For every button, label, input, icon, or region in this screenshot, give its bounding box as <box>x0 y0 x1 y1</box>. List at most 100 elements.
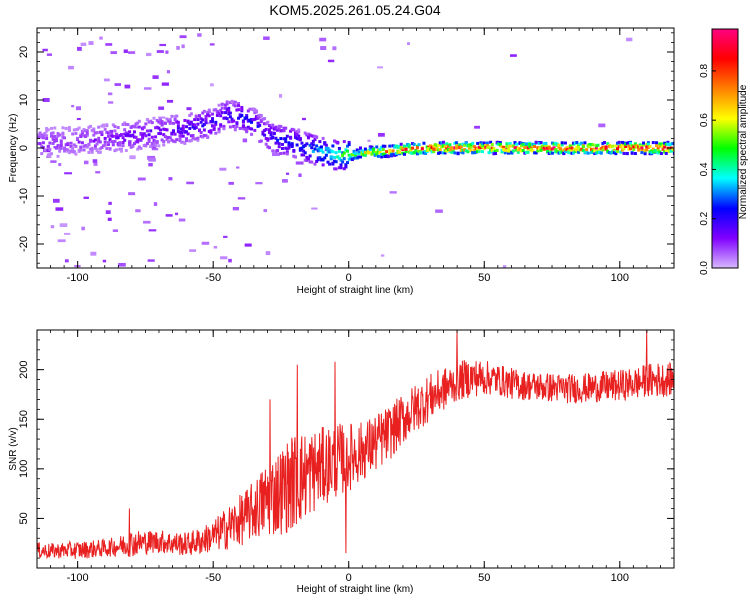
heatmap-cell <box>214 120 218 124</box>
heatmap-cell <box>440 141 444 145</box>
heatmap-cell <box>446 148 450 152</box>
heatmap-cell <box>212 124 216 128</box>
heatmap-cell <box>627 141 631 145</box>
heatmap-cell <box>87 150 91 154</box>
heatmap-cell <box>54 137 58 141</box>
heatmap-cell <box>549 150 553 154</box>
heatmap-cell <box>155 125 159 129</box>
heatmap-cell <box>241 120 245 124</box>
heatmap-cell <box>655 149 659 153</box>
heatmap-cell <box>151 148 159 151</box>
heatmap-cell <box>469 143 473 147</box>
heatmap-cell <box>650 151 654 155</box>
heatmap-cell <box>619 150 623 154</box>
heatmap-cell <box>298 147 302 151</box>
heatmap-cell <box>320 46 327 51</box>
heatmap-cell <box>245 130 249 134</box>
heatmap-cell <box>79 148 83 152</box>
heatmap-cell <box>412 142 416 146</box>
heatmap-cell <box>516 150 520 154</box>
heatmap-cell <box>363 147 367 151</box>
heatmap-cell <box>43 131 47 135</box>
heatmap-cell <box>237 197 246 200</box>
heatmap-cell <box>357 155 361 159</box>
heatmap-cell <box>124 84 131 89</box>
heatmap-cell <box>476 147 480 151</box>
heatmap-cell <box>160 123 164 127</box>
heatmap-cell <box>253 111 257 115</box>
heatmap-cell <box>264 122 268 126</box>
heatmap-cell <box>606 142 610 146</box>
heatmap-cell <box>245 116 249 120</box>
heatmap-cell <box>282 151 286 155</box>
heatmap-cell <box>88 41 94 45</box>
heatmap-cell <box>129 125 133 129</box>
heatmap-cell <box>451 147 455 151</box>
heatmap-cell <box>629 141 633 145</box>
heatmap-cell <box>67 126 71 130</box>
heatmap-cell <box>466 144 470 148</box>
heatmap-cell <box>591 143 595 147</box>
heatmap-cell <box>316 149 320 153</box>
heatmap-cell <box>207 130 211 134</box>
heatmap-cell <box>503 148 507 152</box>
heatmap-cell <box>228 181 234 185</box>
heatmap-cell <box>261 132 265 136</box>
heatmap-cell <box>81 226 85 231</box>
heatmap-cell <box>102 144 106 148</box>
heatmap-cell <box>102 123 106 127</box>
heatmap-cell <box>295 161 304 165</box>
heatmap-cell <box>132 142 136 146</box>
heatmap-cell <box>378 149 382 153</box>
heatmap-cell <box>214 122 218 126</box>
heatmap-cell <box>336 141 340 145</box>
heatmap-cell <box>544 141 548 145</box>
heatmap-cell <box>112 229 119 232</box>
heatmap-cell <box>79 135 83 139</box>
heatmap-cell <box>38 135 42 139</box>
heatmap-cell <box>90 150 94 154</box>
heatmap-cell <box>554 150 558 154</box>
heatmap-cell <box>225 100 229 104</box>
heatmap-cell <box>141 133 145 137</box>
heatmap-cell <box>344 148 348 152</box>
heatmap-cell <box>48 147 52 151</box>
heatmap-cell <box>215 113 219 117</box>
heatmap-cell <box>189 249 197 252</box>
heatmap-cell <box>181 126 185 130</box>
heatmap-cell <box>261 117 265 121</box>
heatmap-cell <box>116 142 120 146</box>
heatmap-cell <box>528 142 532 146</box>
heatmap-cell <box>170 114 174 118</box>
heatmap-cell <box>139 138 143 142</box>
heatmap-cell <box>196 122 200 126</box>
heatmap-cell <box>224 106 228 110</box>
heatmap-cell <box>284 146 288 150</box>
heatmap-cell <box>63 149 67 153</box>
heatmap-cell <box>150 143 154 147</box>
heatmap-cell <box>352 156 356 160</box>
heatmap-cell <box>315 144 319 148</box>
heatmap-cell <box>111 140 115 144</box>
heatmap-cell <box>539 141 543 145</box>
heatmap-cell <box>380 155 384 159</box>
heatmap-cell <box>591 147 595 151</box>
heatmap-cell <box>92 133 96 137</box>
heatmap-cell <box>41 145 45 149</box>
heatmap-cell <box>319 158 323 162</box>
heatmap-cell <box>290 127 294 131</box>
heatmap-cell <box>381 152 385 156</box>
heatmap-cell <box>334 160 338 164</box>
heatmap-cell <box>614 144 618 148</box>
heatmap-cell <box>310 146 314 150</box>
heatmap-cell <box>534 140 538 144</box>
heatmap-cell <box>311 139 315 143</box>
heatmap-cell <box>415 152 419 156</box>
heatmap-cell <box>472 151 476 155</box>
heatmap-cell <box>565 148 569 152</box>
heatmap-cell <box>131 133 135 137</box>
heatmap-cell <box>552 146 556 150</box>
heatmap-cell <box>85 131 89 135</box>
heatmap-cell <box>534 151 538 155</box>
heatmap-cell <box>121 136 125 140</box>
